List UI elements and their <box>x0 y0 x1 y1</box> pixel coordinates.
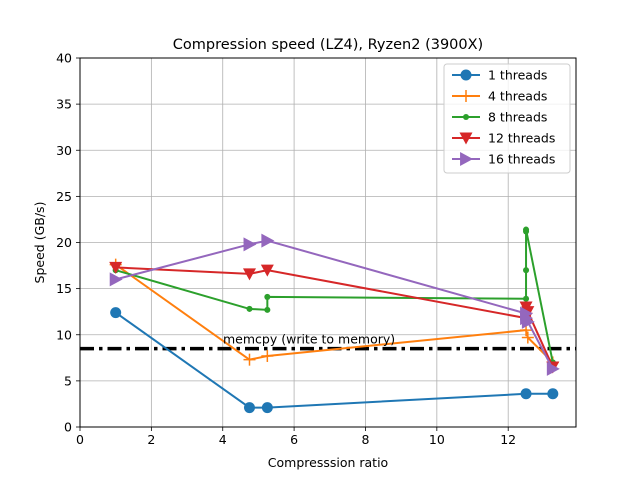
legend-label: 4 threads <box>488 89 547 104</box>
legend-label: 8 threads <box>488 110 547 125</box>
data-point <box>264 306 271 313</box>
data-point <box>462 113 470 121</box>
data-point <box>521 331 534 344</box>
data-point <box>109 261 123 274</box>
chart-title: Compression speed (LZ4), Ryzen2 (3900X) <box>173 37 483 53</box>
series-line <box>115 266 554 368</box>
data-point <box>243 237 257 252</box>
data-point <box>261 402 273 414</box>
x-tick-label: 8 <box>361 432 369 447</box>
data-point <box>242 268 256 281</box>
x-tick-label: 0 <box>76 432 84 447</box>
legend-label: 12 threads <box>488 131 555 146</box>
data-point <box>521 314 535 329</box>
data-point <box>264 293 271 300</box>
y-axis-label: Speed (GB/s) <box>32 202 47 284</box>
legend-label: 16 threads <box>488 152 555 167</box>
x-tick-label: 6 <box>290 432 298 447</box>
x-tick-label: 2 <box>147 432 155 447</box>
x-tick-label: 12 <box>500 432 516 447</box>
x-tick-label: 4 <box>219 432 227 447</box>
legend-item: 12 threads <box>452 131 555 146</box>
y-tick-label: 30 <box>56 143 72 158</box>
y-tick-label: 35 <box>56 97 72 112</box>
series-8-threads <box>112 226 556 366</box>
y-tick-label: 15 <box>56 281 72 296</box>
data-point <box>110 307 122 319</box>
y-tick-label: 20 <box>56 235 72 250</box>
data-point <box>260 264 274 277</box>
series-4-threads <box>109 258 559 369</box>
legend-item: 4 threads <box>452 89 547 104</box>
y-tick-label: 40 <box>56 51 72 66</box>
series-1-threads <box>110 307 559 414</box>
data-point <box>523 226 530 233</box>
data-point <box>243 353 256 366</box>
series-group <box>109 226 560 414</box>
data-point <box>459 132 473 145</box>
y-tick-label: 0 <box>64 420 72 435</box>
data-point <box>460 152 473 166</box>
reference-line-label: memcpy (write to memory) <box>223 332 395 347</box>
legend-box <box>443 63 571 174</box>
legend-item: 8 threads <box>452 110 547 125</box>
data-point <box>460 90 472 102</box>
x-axis-label: Compresssion ratio <box>268 455 388 470</box>
legend: 1 threads 4 threads 8 threads 12 threads 16 … <box>443 63 571 174</box>
data-point <box>523 267 530 274</box>
x-tick-label: 10 <box>429 432 445 447</box>
legend-item: 16 threads <box>452 152 555 167</box>
legend-item: 1 threads <box>452 68 547 83</box>
series-16-threads <box>109 233 560 376</box>
axis-ticks: 0 2 4 6 8 10 12 0 5 10 15 20 25 30 35 40 <box>56 51 516 448</box>
data-point <box>460 69 472 81</box>
data-point <box>547 388 559 400</box>
data-point <box>520 388 532 400</box>
data-point <box>246 305 253 312</box>
data-point <box>523 295 530 302</box>
data-point <box>243 402 255 414</box>
series-line <box>115 311 553 409</box>
y-tick-label: 5 <box>64 373 72 388</box>
data-point <box>261 233 275 248</box>
data-point <box>109 272 123 287</box>
series-line <box>115 263 554 364</box>
y-tick-label: 25 <box>56 189 72 204</box>
y-tick-label: 10 <box>56 327 72 342</box>
legend-label: 1 threads <box>488 68 547 83</box>
data-point <box>261 349 274 362</box>
data-point <box>546 361 560 376</box>
